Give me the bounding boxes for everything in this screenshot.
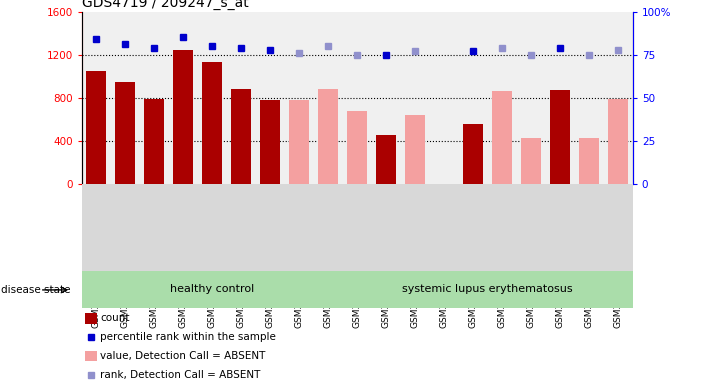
Bar — [260, 100, 280, 184]
Text: systemic lupus erythematosus: systemic lupus erythematosus — [402, 284, 573, 294]
Bar — [144, 99, 164, 184]
Bar — [405, 115, 425, 184]
Text: disease state: disease state — [1, 285, 70, 295]
Bar — [463, 124, 483, 184]
Text: count: count — [100, 313, 130, 323]
Bar — [550, 90, 570, 184]
Bar — [318, 89, 338, 184]
Text: value, Detection Call = ABSENT: value, Detection Call = ABSENT — [100, 351, 266, 361]
Bar — [173, 50, 193, 184]
Bar — [202, 62, 223, 184]
Bar — [521, 138, 542, 184]
Bar — [376, 135, 397, 184]
Bar — [343, 271, 633, 308]
Bar — [85, 351, 97, 361]
Bar — [347, 111, 368, 184]
Text: rank, Detection Call = ABSENT: rank, Detection Call = ABSENT — [100, 370, 261, 380]
Bar — [86, 71, 107, 184]
Text: GDS4719 / 209247_s_at: GDS4719 / 209247_s_at — [82, 0, 249, 10]
Text: healthy control: healthy control — [170, 284, 255, 294]
Bar — [289, 100, 309, 184]
Bar — [579, 138, 599, 184]
Bar — [85, 313, 97, 324]
Bar — [608, 99, 629, 184]
Text: percentile rank within the sample: percentile rank within the sample — [100, 332, 277, 342]
Bar — [115, 82, 135, 184]
Bar — [231, 89, 252, 184]
Bar — [82, 271, 343, 308]
Bar — [492, 91, 513, 184]
